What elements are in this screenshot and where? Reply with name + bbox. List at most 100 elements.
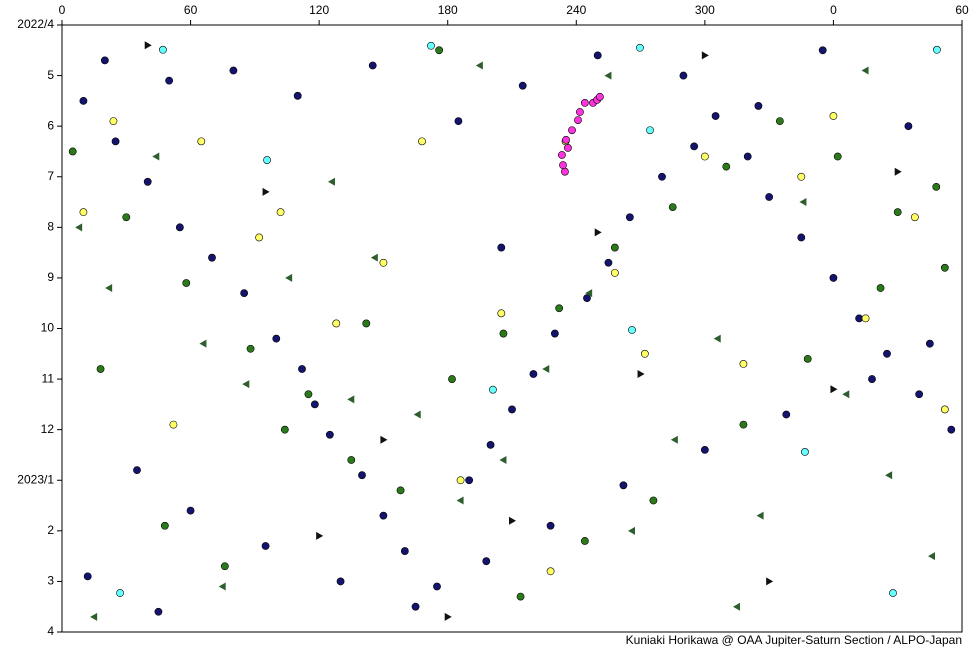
point: [546, 567, 555, 576]
point: [766, 577, 774, 586]
point: [690, 142, 699, 151]
x-tick-label: 0: [59, 3, 66, 17]
point: [261, 542, 270, 550]
point: [842, 390, 850, 399]
point: [160, 521, 169, 530]
point: [561, 167, 569, 176]
point: [347, 395, 355, 404]
point: [743, 152, 752, 161]
point: [604, 258, 613, 267]
y-tick-label: 11: [42, 371, 55, 385]
point: [347, 456, 356, 464]
point: [625, 213, 634, 222]
point: [154, 607, 163, 616]
point: [668, 203, 677, 211]
point: [362, 319, 371, 328]
point: [182, 279, 191, 287]
point: [316, 531, 324, 540]
point: [328, 177, 335, 186]
x-tick-label: 60: [955, 3, 969, 17]
point: [246, 344, 255, 353]
point: [411, 602, 420, 611]
point: [818, 46, 827, 55]
point: [868, 375, 876, 383]
point: [619, 481, 628, 490]
point: [529, 370, 538, 378]
point: [701, 51, 709, 60]
point: [782, 410, 791, 419]
point: [370, 253, 378, 262]
point: [893, 208, 902, 217]
point: [218, 582, 226, 591]
point: [199, 339, 207, 348]
point: [465, 476, 474, 485]
y-tick-label: 5: [47, 68, 54, 82]
point: [454, 117, 463, 126]
point: [580, 98, 589, 107]
point: [486, 440, 495, 449]
point: [797, 233, 806, 242]
point: [550, 329, 559, 338]
point: [559, 161, 567, 170]
point: [255, 233, 264, 242]
point: [610, 243, 619, 252]
point: [379, 258, 388, 267]
point: [499, 329, 508, 338]
point: [940, 405, 949, 414]
point: [593, 51, 602, 60]
point: [272, 334, 281, 343]
y-tick-label: 2022/4: [17, 17, 54, 31]
point: [925, 339, 934, 348]
y-tick-label: 12: [41, 422, 55, 436]
point: [801, 448, 809, 456]
point: [413, 410, 421, 419]
point: [444, 612, 452, 621]
point: [933, 45, 941, 54]
y-tick-label: 8: [47, 220, 54, 234]
point: [152, 152, 160, 161]
point: [435, 46, 444, 55]
credit: Kuniaki Horikawa @ OAA Jupiter-Saturn Se…: [626, 633, 962, 647]
point: [285, 273, 293, 282]
point: [482, 557, 491, 566]
point: [940, 263, 949, 272]
point: [96, 365, 105, 373]
point: [197, 137, 206, 146]
x-tick-label: 60: [184, 3, 198, 17]
y-tick-label: 7: [47, 169, 54, 183]
point: [169, 420, 178, 429]
point: [711, 112, 720, 120]
x-tick-label: 240: [566, 3, 586, 17]
point: [604, 71, 612, 80]
point: [658, 172, 666, 181]
point: [379, 511, 388, 520]
point: [932, 182, 941, 191]
y-tick-label: 3: [47, 574, 54, 588]
point: [739, 420, 748, 429]
point: [564, 144, 572, 152]
point: [830, 385, 838, 394]
point: [803, 354, 812, 363]
point: [175, 223, 184, 232]
point: [733, 602, 740, 611]
point: [910, 213, 919, 222]
point: [220, 562, 229, 571]
point: [427, 41, 435, 50]
point: [105, 284, 113, 293]
point: [262, 187, 270, 196]
point: [380, 435, 388, 444]
point: [670, 435, 678, 444]
point: [499, 456, 507, 465]
point: [133, 466, 141, 475]
point: [889, 589, 897, 597]
point: [628, 526, 635, 535]
point: [646, 126, 654, 135]
point: [276, 208, 285, 217]
x-tick-label: 0: [830, 3, 837, 17]
point: [122, 213, 131, 222]
point: [448, 375, 456, 383]
point: [640, 349, 649, 358]
point: [475, 61, 483, 70]
x-tick-label: 180: [438, 3, 458, 17]
point: [109, 117, 118, 126]
